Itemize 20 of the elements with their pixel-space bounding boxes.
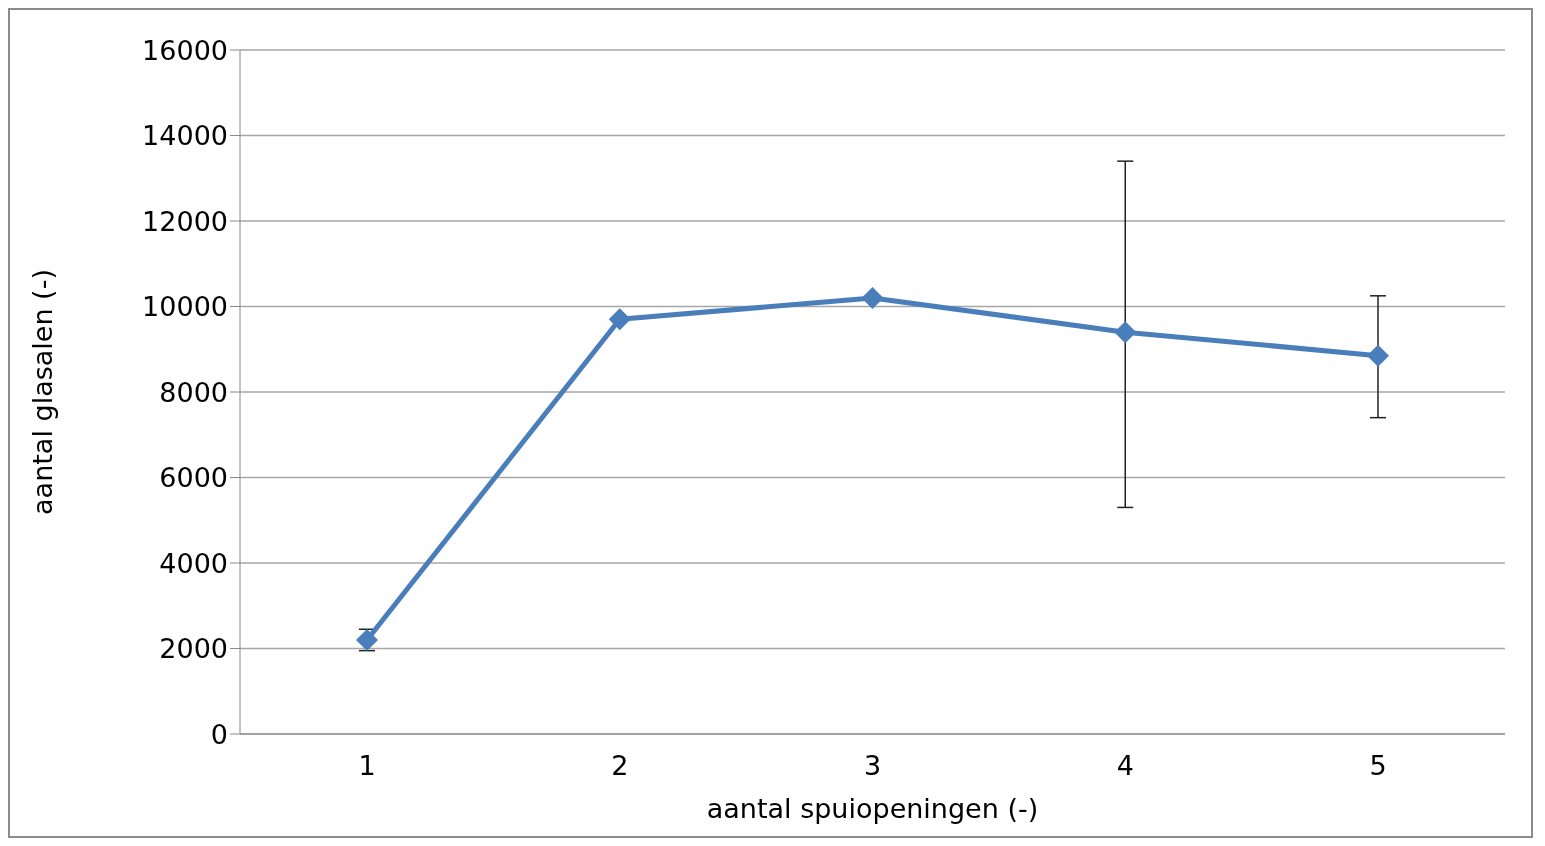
y-tick-label: 10000 bbox=[142, 291, 228, 323]
y-tick-label: 0 bbox=[210, 718, 228, 750]
point bbox=[1114, 321, 1137, 344]
point bbox=[1367, 344, 1389, 367]
x-tick-label: 4 bbox=[1116, 750, 1134, 782]
y-axis-title: aantal glasalen (-) bbox=[26, 269, 58, 515]
y-tick-label: 12000 bbox=[142, 205, 228, 237]
x-tick-label: 2 bbox=[611, 750, 629, 782]
y-tick-label: 6000 bbox=[159, 462, 228, 494]
x-tick-label: 5 bbox=[1369, 750, 1387, 782]
x-tick-label: 1 bbox=[358, 750, 376, 782]
x-axis-title: aantal spuiopeningen (-) bbox=[706, 793, 1039, 824]
y-tick-label: 4000 bbox=[159, 547, 228, 579]
point bbox=[861, 286, 884, 309]
point bbox=[608, 308, 631, 331]
y-tick-label: 14000 bbox=[142, 120, 228, 152]
x-tick-label: 3 bbox=[863, 750, 882, 782]
y-tick-label: 8000 bbox=[159, 376, 228, 408]
y-tick-label: 16000 bbox=[142, 34, 228, 66]
y-tick-label: 2000 bbox=[159, 633, 228, 665]
